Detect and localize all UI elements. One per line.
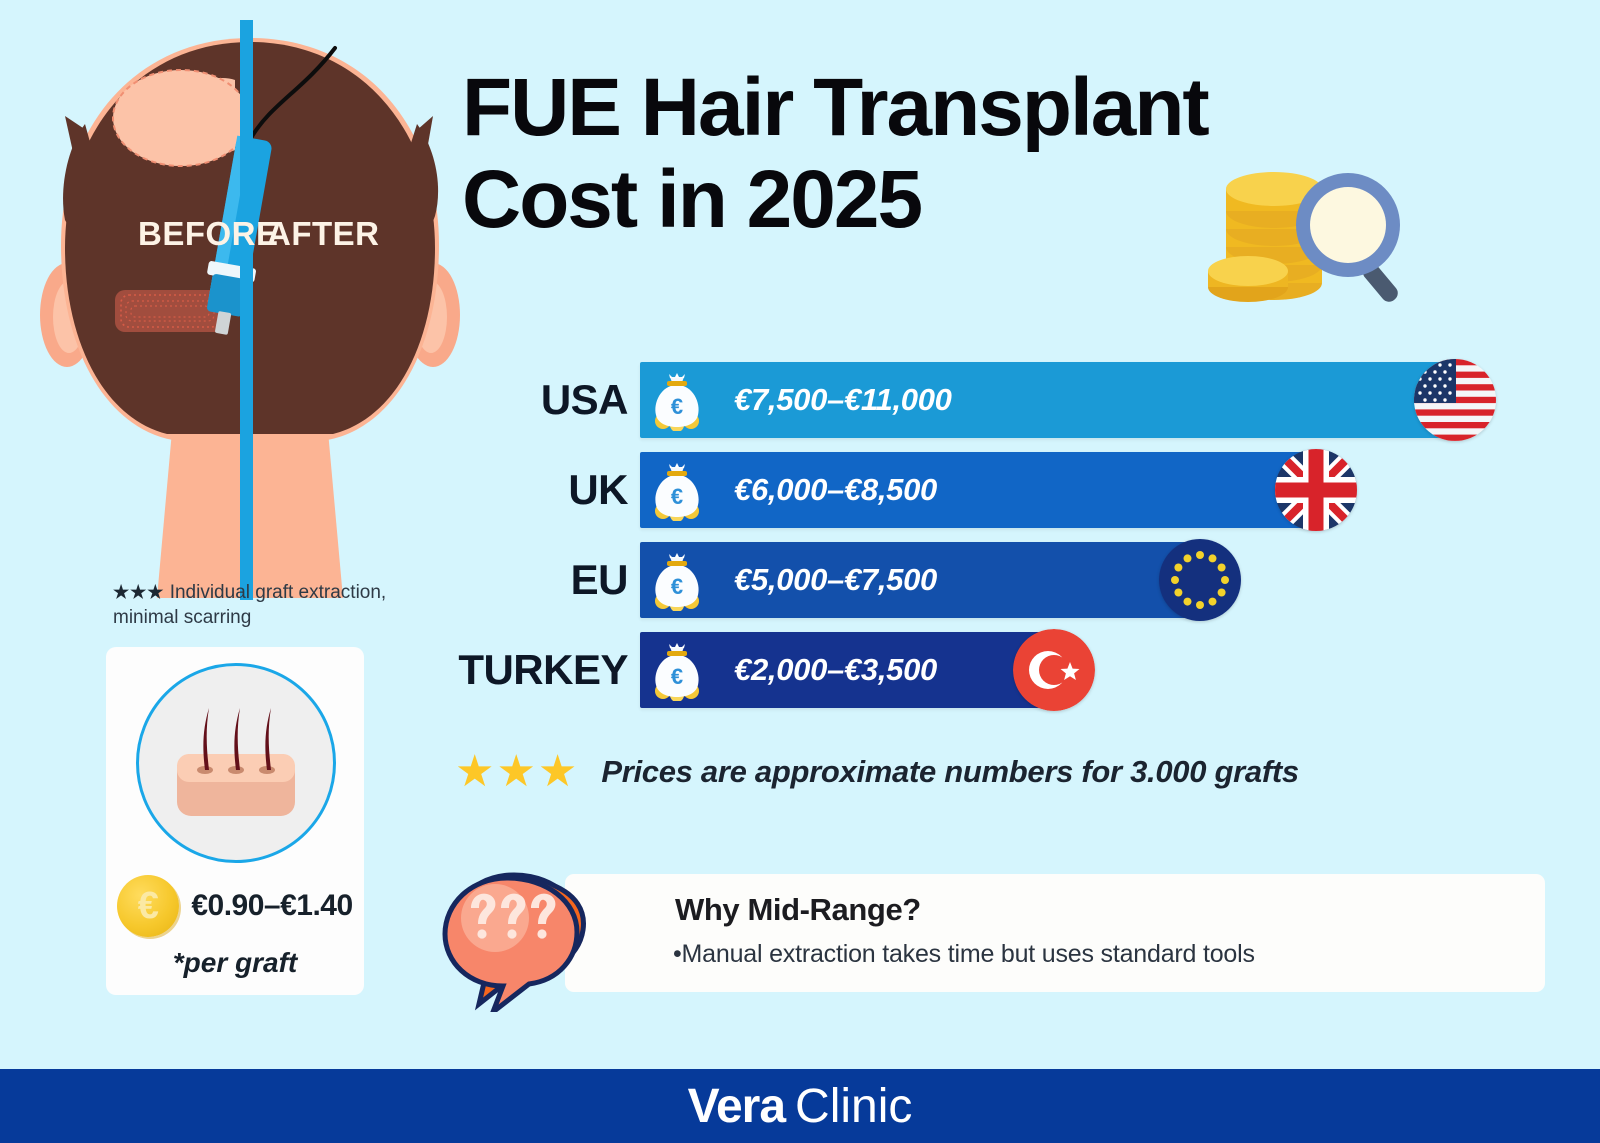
per-graft-price-card: € €0.90–€1.40 *per graft: [106, 647, 364, 995]
approximate-prices-text: Prices are approximate numbers for 3.000…: [601, 754, 1299, 789]
bar-value-uk: €6,000–€8,500: [734, 472, 937, 507]
bar-value-turkey: €2,000–€3,500: [734, 652, 937, 687]
illustration-caption: ★★★ Individual graft extraction, minimal…: [113, 580, 413, 630]
title-line-1: FUE Hair Transplant: [462, 62, 1210, 153]
cost-bar-chart: USA €: [0, 359, 1600, 722]
bar-fill-usa: € €7,500–€11,000: [640, 362, 1455, 438]
bar-track-usa: € €7,500–€11,000: [640, 359, 1496, 441]
bar-label-uk: UK: [568, 466, 628, 513]
before-after-head-illustration: BEFORE AFTER: [35, 20, 465, 600]
bar-fill-uk: € €6,000–€8,500: [640, 452, 1316, 528]
svg-text:€: €: [671, 484, 683, 509]
usa-flag-icon: [1414, 359, 1496, 441]
bar-value-eu: €5,000–€7,500: [734, 562, 937, 597]
money-bag-icon: €: [640, 459, 714, 521]
caption-stars-icon: ★★★: [113, 582, 165, 602]
logo-brand-bold: Vera: [687, 1079, 786, 1133]
vera-clinic-logo[interactable]: Vera Clinic: [688, 1079, 913, 1134]
title-line-2: Cost in 2025: [462, 153, 923, 245]
caption-text: Individual graft extraction, minimal sca…: [113, 582, 387, 629]
logo-brand-light: Clinic: [795, 1079, 913, 1133]
bar-fill-turkey: € €2,000–€3,500: [640, 632, 1054, 708]
bar-track-turkey: € €2,000–€3,500: [640, 629, 1095, 711]
coins-magnifier-icon: [1196, 165, 1411, 310]
question-speech-bubbles-icon: [437, 862, 657, 1020]
three-stars-icon: ★★★: [455, 747, 580, 796]
per-graft-sublabel: *per graft: [172, 947, 298, 978]
money-bag-icon: €: [640, 639, 714, 701]
why-mid-range-bullet: •Manual extraction takes time but uses s…: [673, 940, 1255, 968]
euro-coin-icon: €: [117, 875, 180, 937]
why-mid-range-card: Why Mid-Range? •Manual extraction takes …: [565, 874, 1545, 992]
per-graft-price-row: € €0.90–€1.40: [106, 875, 364, 937]
bar-row-uk: UK € €6: [0, 449, 1600, 531]
money-bag-icon: €: [640, 369, 714, 431]
bar-value-usa: €7,500–€11,000: [734, 382, 952, 417]
bar-track-uk: € €6,000–€8,500: [640, 449, 1357, 531]
svg-text:€: €: [671, 574, 683, 599]
page-title: FUE Hair Transplant Cost in 2025: [462, 62, 1242, 246]
bar-fill-eu: € €5,000–€7,500: [640, 542, 1200, 618]
why-mid-range-title: Why Mid-Range?: [675, 892, 921, 927]
svg-text:€: €: [671, 664, 683, 689]
bar-row-turkey: TURKEY €: [0, 629, 1600, 711]
bar-label-eu: EU: [570, 556, 629, 603]
per-graft-price: €0.90–€1.40: [191, 889, 353, 923]
svg-text:BEFORE: BEFORE: [138, 215, 279, 252]
svg-text:€: €: [671, 394, 683, 419]
turkey-flag-icon: [1013, 629, 1095, 711]
bar-row-eu: EU € €5: [0, 539, 1600, 621]
bar-track-eu: € €5,000–€7,500: [640, 539, 1241, 621]
eu-flag-icon: [1159, 539, 1241, 621]
bar-row-usa: USA €: [0, 359, 1600, 441]
svg-text:AFTER: AFTER: [267, 215, 380, 252]
money-bag-icon: €: [640, 549, 714, 611]
approximate-prices-note: ★★★ Prices are approximate numbers for 3…: [455, 750, 1299, 794]
hair-follicle-graft-icon: [136, 663, 336, 863]
bar-label-usa: USA: [540, 376, 629, 423]
uk-flag-icon: [1275, 449, 1357, 531]
bar-label-turkey: TURKEY: [458, 646, 628, 693]
footer-bar: Vera Clinic: [0, 1069, 1600, 1143]
